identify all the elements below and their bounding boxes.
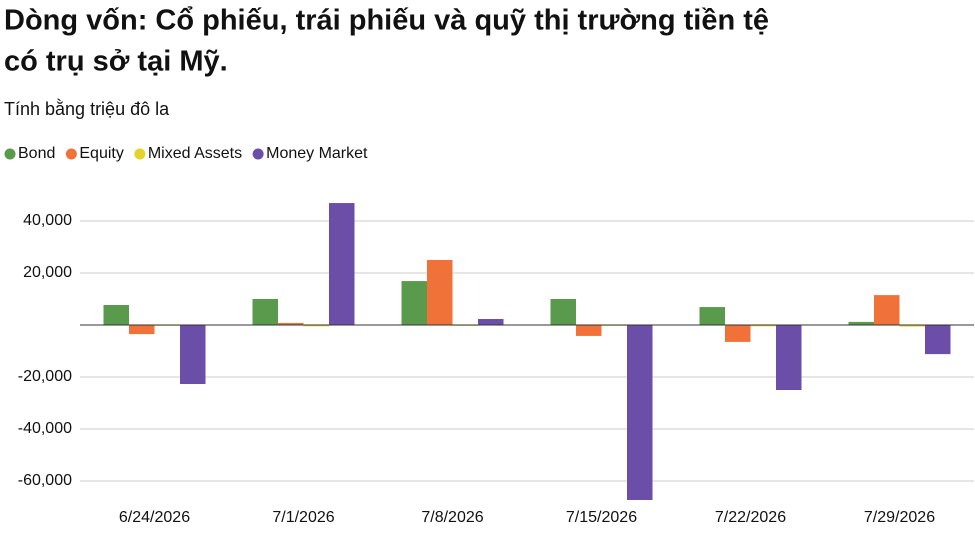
x-tick-label: 7/22/2026 [715, 509, 786, 526]
bar [848, 321, 874, 325]
legend-label: Money Market [266, 145, 368, 162]
x-tick-label: 7/29/2026 [864, 509, 935, 526]
bar [725, 325, 751, 342]
bar [750, 325, 776, 327]
bar [699, 307, 725, 325]
y-tick-label: 20,000 [23, 264, 72, 281]
legend-label: Bond [18, 145, 55, 162]
bar [627, 325, 653, 500]
legend-swatch [134, 148, 146, 160]
legend-label: Mixed Assets [148, 145, 242, 162]
y-tick-label: -60,000 [18, 472, 72, 489]
bar [103, 304, 129, 325]
legend-swatch [65, 148, 77, 160]
bar [427, 260, 453, 325]
bar [899, 325, 925, 327]
bar [278, 322, 304, 325]
legend-swatch [4, 148, 16, 160]
bar [478, 319, 504, 325]
bar [303, 325, 329, 327]
y-tick-label: -40,000 [18, 420, 72, 437]
x-tick-label: 7/1/2026 [272, 509, 334, 526]
y-tick-label: -20,000 [18, 368, 72, 385]
bar [329, 203, 355, 325]
chart-title: có trụ sở tại Mỹ. [4, 46, 228, 78]
chart-subtitle: Tính bằng triệu đô la [4, 98, 170, 119]
bar [550, 299, 576, 325]
bar [129, 325, 155, 335]
chart-title: Dòng vốn: Cổ phiếu, trái phiếu và quỹ th… [4, 5, 769, 37]
legend-label: Equity [79, 145, 123, 162]
bar [874, 295, 900, 325]
bar [925, 325, 951, 355]
bar [401, 281, 427, 325]
legend-swatch [252, 148, 264, 160]
bar [252, 299, 278, 325]
x-tick-label: 7/8/2026 [421, 509, 483, 526]
bar [776, 325, 802, 390]
bar [576, 325, 602, 336]
x-tick-label: 6/24/2026 [119, 509, 190, 526]
y-tick-label: 40,000 [23, 212, 72, 229]
x-tick-label: 7/15/2026 [566, 509, 637, 526]
bar [180, 325, 206, 385]
